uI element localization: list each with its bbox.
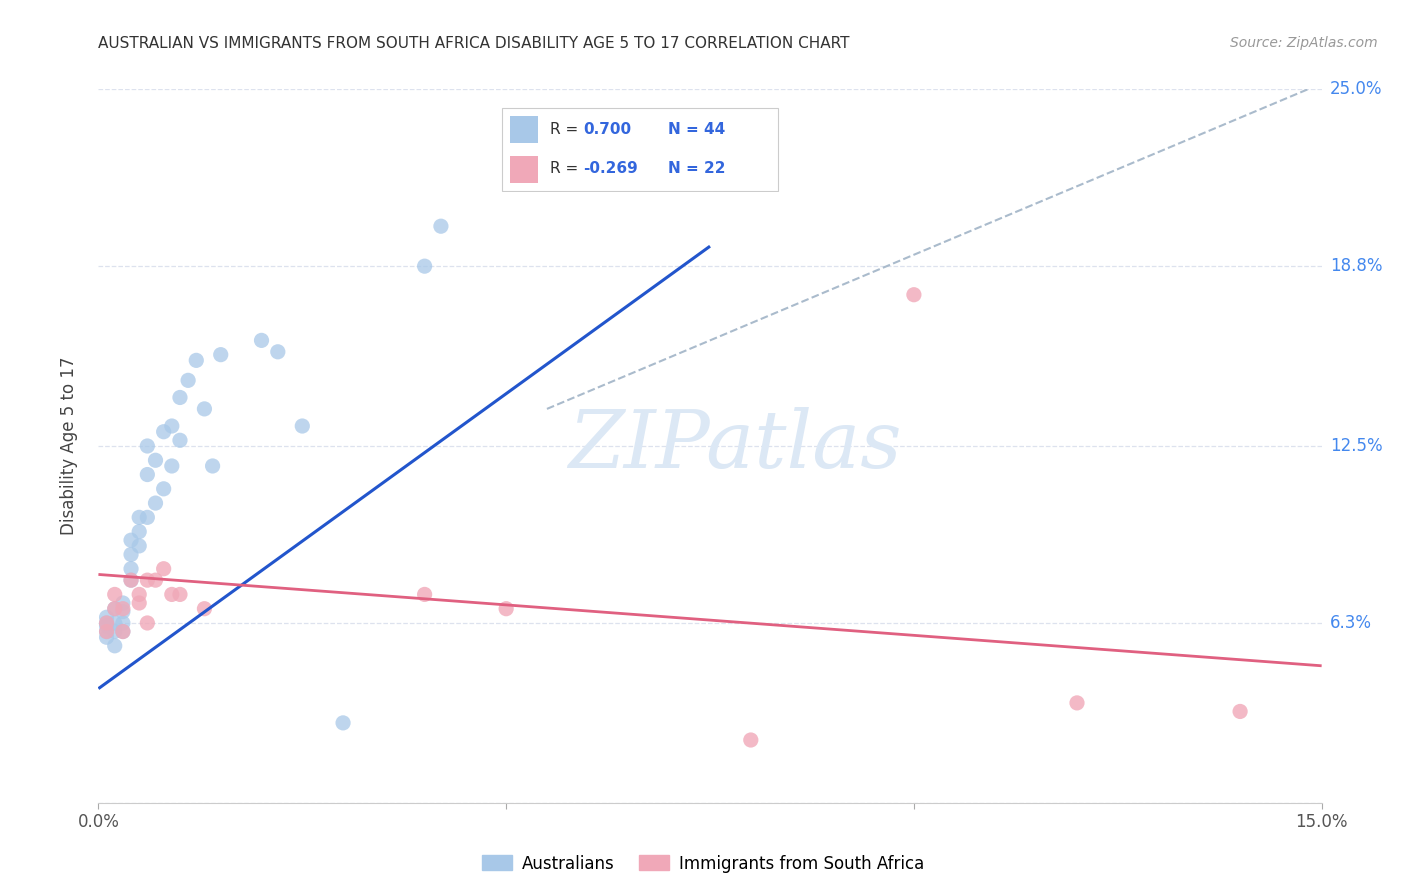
Text: 12.5%: 12.5% (1330, 437, 1382, 455)
FancyBboxPatch shape (510, 156, 538, 183)
Point (413, 259, 436, 273)
Point (96, 615, 118, 630)
Point (104, 601, 127, 615)
Point (201, 458, 224, 473)
Point (104, 615, 127, 630)
Point (128, 587, 150, 601)
Point (136, 573, 159, 587)
Point (120, 533, 142, 548)
Point (617, 134, 640, 148)
Text: Source: ZipAtlas.com: Source: ZipAtlas.com (1230, 36, 1378, 50)
Text: N = 44: N = 44 (668, 122, 725, 137)
Text: -0.269: -0.269 (583, 161, 638, 177)
Point (104, 601, 127, 615)
Point (169, 391, 191, 405)
Text: 0.700: 0.700 (583, 122, 631, 137)
Point (128, 510, 150, 524)
Point (177, 373, 200, 387)
Point (96, 624, 118, 639)
Point (430, 219, 453, 234)
Point (160, 587, 183, 601)
Text: 25.0%: 25.0% (1330, 80, 1382, 98)
Point (136, 615, 159, 630)
Point (111, 624, 134, 639)
Point (120, 562, 142, 576)
Point (120, 573, 142, 587)
Point (120, 573, 142, 587)
Point (145, 453, 167, 467)
Text: 6.3%: 6.3% (1330, 614, 1372, 632)
Point (152, 562, 174, 576)
Point (96, 630, 118, 644)
Text: R =: R = (550, 161, 583, 177)
Point (193, 401, 215, 416)
Point (903, 287, 925, 301)
Point (495, 601, 517, 615)
Point (104, 587, 127, 601)
Legend: Australians, Immigrants from South Africa: Australians, Immigrants from South Afric… (475, 848, 931, 880)
Point (576, 173, 599, 187)
FancyBboxPatch shape (502, 108, 778, 191)
Point (111, 615, 134, 630)
Point (128, 539, 150, 553)
Point (740, 733, 762, 747)
Point (152, 425, 174, 439)
Text: N = 22: N = 22 (668, 161, 725, 177)
Point (267, 344, 290, 359)
Text: AUSTRALIAN VS IMMIGRANTS FROM SOUTH AFRICA DISABILITY AGE 5 TO 17 CORRELATION CH: AUSTRALIAN VS IMMIGRANTS FROM SOUTH AFRI… (98, 36, 849, 51)
Point (160, 419, 183, 434)
Point (136, 467, 159, 482)
Point (104, 624, 127, 639)
Point (96, 624, 118, 639)
Point (145, 496, 167, 510)
Point (111, 601, 134, 615)
Y-axis label: Disability Age 5 to 17: Disability Age 5 to 17 (59, 357, 77, 535)
Point (1229, 705, 1251, 719)
Point (291, 419, 314, 434)
Point (96, 615, 118, 630)
Point (145, 573, 167, 587)
Point (152, 482, 174, 496)
Text: ZIPatlas: ZIPatlas (568, 408, 901, 484)
Point (136, 510, 159, 524)
Point (111, 624, 134, 639)
FancyBboxPatch shape (510, 116, 538, 144)
Point (160, 458, 183, 473)
Text: 18.8%: 18.8% (1330, 257, 1382, 275)
Point (120, 548, 142, 562)
Point (332, 715, 354, 730)
Point (128, 524, 150, 539)
Point (193, 601, 215, 615)
Point (111, 596, 134, 610)
Point (128, 596, 150, 610)
Point (186, 353, 208, 368)
Point (96, 610, 118, 624)
Point (250, 334, 273, 348)
Point (96, 619, 118, 633)
Point (209, 348, 232, 362)
Point (169, 587, 191, 601)
Point (111, 605, 134, 619)
Point (413, 587, 436, 601)
Point (136, 439, 159, 453)
Point (169, 434, 191, 448)
Text: R =: R = (550, 122, 583, 137)
Point (1066, 696, 1088, 710)
Point (104, 639, 127, 653)
